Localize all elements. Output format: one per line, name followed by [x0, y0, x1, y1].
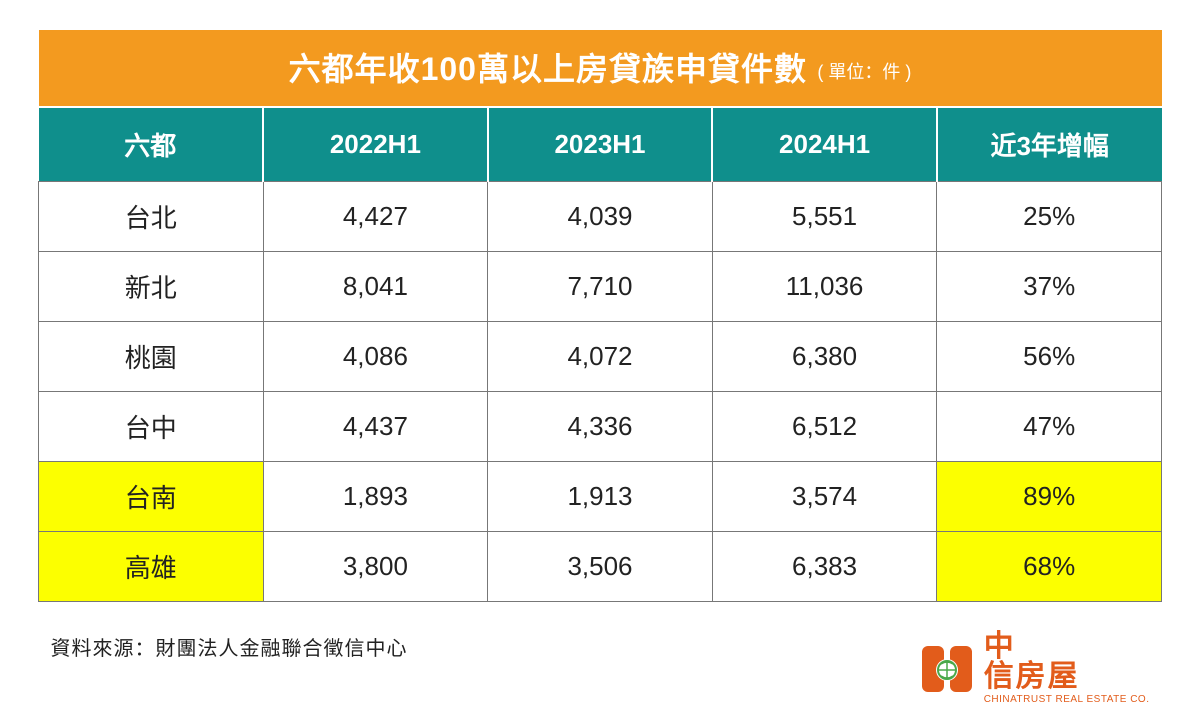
table-row: 台南1,8931,9133,57489% — [39, 462, 1162, 532]
cell-growth: 68% — [937, 532, 1162, 602]
col-header-2023h1: 2023H1 — [488, 107, 713, 182]
cell-c2: 3,506 — [488, 532, 713, 602]
cell-city: 新北 — [39, 252, 264, 322]
col-header-growth: 近3年增幅 — [937, 107, 1162, 182]
table-row: 桃園4,0864,0726,38056% — [39, 322, 1162, 392]
cell-c1: 4,086 — [263, 322, 488, 392]
cell-growth: 56% — [937, 322, 1162, 392]
table-row: 台北4,4274,0395,55125% — [39, 182, 1162, 252]
cell-c2: 4,336 — [488, 392, 713, 462]
cell-growth: 47% — [937, 392, 1162, 462]
cell-c2: 1,913 — [488, 462, 713, 532]
title-row: 六都年收100萬以上房貸族申貸件數 ( 單位：件 ) — [39, 30, 1162, 107]
table-title-unit: ( 單位：件 ) — [817, 62, 911, 82]
table-row: 新北8,0417,71011,03637% — [39, 252, 1162, 322]
cell-city: 台中 — [39, 392, 264, 462]
logo-subtext: CHINATRUST REAL ESTATE CO. — [984, 694, 1150, 705]
cell-c2: 4,039 — [488, 182, 713, 252]
cell-city: 台南 — [39, 462, 264, 532]
cell-city: 高雄 — [39, 532, 264, 602]
cell-growth: 25% — [937, 182, 1162, 252]
source-text: 資料來源：財團法人金融聯合徵信中心 — [51, 638, 408, 660]
table-row: 台中4,4374,3366,51247% — [39, 392, 1162, 462]
cell-c1: 1,893 — [263, 462, 488, 532]
cell-c2: 4,072 — [488, 322, 713, 392]
brand-logo-icon — [920, 640, 978, 698]
cell-city: 桃園 — [39, 322, 264, 392]
data-table: 六都年收100萬以上房貸族申貸件數 ( 單位：件 ) 六都 2022H1 202… — [38, 30, 1162, 715]
cell-c1: 4,427 — [263, 182, 488, 252]
table-title: 六都年收100萬以上房貸族申貸件數 — [289, 51, 807, 87]
logo-text-line2: 信房屋 — [984, 662, 1150, 692]
col-header-2024h1: 2024H1 — [712, 107, 937, 182]
cell-growth: 89% — [937, 462, 1162, 532]
cell-c2: 7,710 — [488, 252, 713, 322]
col-header-2022h1: 2022H1 — [263, 107, 488, 182]
cell-c1: 8,041 — [263, 252, 488, 322]
col-header-city: 六都 — [39, 107, 264, 182]
cell-c3: 11,036 — [712, 252, 937, 322]
cell-c3: 6,383 — [712, 532, 937, 602]
cell-c3: 5,551 — [712, 182, 937, 252]
cell-c3: 6,380 — [712, 322, 937, 392]
table-row: 高雄3,8003,5066,38368% — [39, 532, 1162, 602]
header-row: 六都 2022H1 2023H1 2024H1 近3年增幅 — [39, 107, 1162, 182]
cell-c3: 3,574 — [712, 462, 937, 532]
cell-growth: 37% — [937, 252, 1162, 322]
cell-c1: 3,800 — [263, 532, 488, 602]
brand-logo: 中 信房屋 CHINATRUST REAL ESTATE CO. — [920, 632, 1150, 705]
cell-city: 台北 — [39, 182, 264, 252]
logo-text-line1: 中 — [984, 632, 1150, 662]
cell-c3: 6,512 — [712, 392, 937, 462]
cell-c1: 4,437 — [263, 392, 488, 462]
